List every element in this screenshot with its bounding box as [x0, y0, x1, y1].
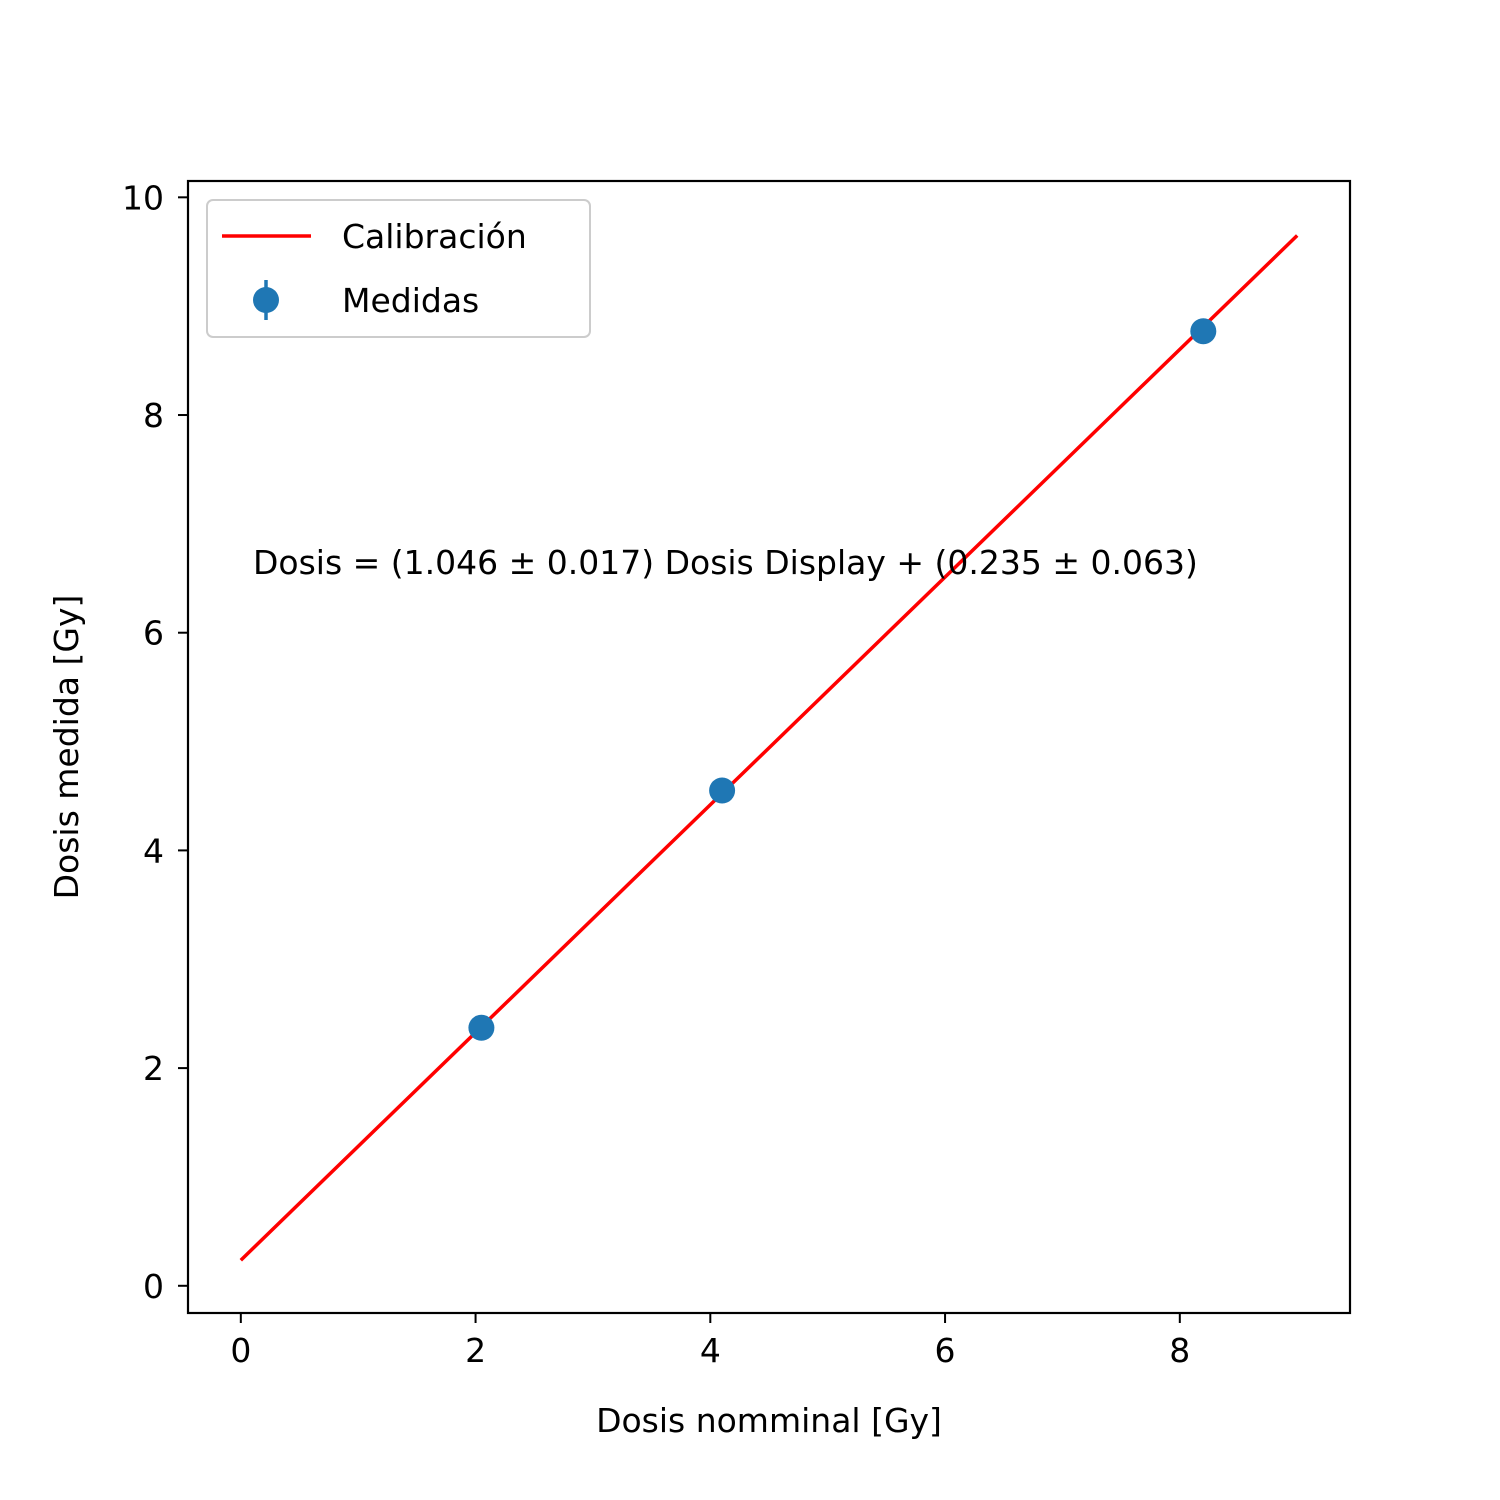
- y-tick-label: 10: [122, 178, 164, 217]
- medidas-point: [1190, 318, 1217, 345]
- legend: Calibración Medidas: [206, 199, 591, 338]
- y-tick-label: 2: [143, 1049, 164, 1088]
- x-axis-label: Dosis nomminal [Gy]: [596, 1401, 942, 1440]
- x-tick-label: 8: [1169, 1331, 1190, 1370]
- medidas-point: [468, 1014, 495, 1041]
- calibration-line: [239, 234, 1299, 1262]
- y-axis-label: Dosis medida [Gy]: [47, 595, 86, 900]
- x-tick-label: 2: [465, 1331, 486, 1370]
- x-tick-label: 4: [700, 1331, 721, 1370]
- y-tick-label: 4: [143, 831, 164, 870]
- axes-frame: [186, 179, 1352, 1315]
- x-tick-label: 6: [935, 1331, 956, 1370]
- legend-medidas-label: Medidas: [342, 281, 479, 320]
- fit-equation-annotation: Dosis = (1.046 ± 0.017) Dosis Display + …: [253, 543, 1198, 582]
- plot-area: [239, 234, 1299, 1262]
- legend-calibration-label: Calibración: [342, 217, 527, 256]
- y-tick-label: 0: [143, 1267, 164, 1306]
- y-tick-label: 8: [143, 396, 164, 435]
- x-axis-ticks: 0 2 4 6 8: [230, 1313, 1190, 1370]
- y-tick-label: 6: [143, 614, 164, 653]
- legend-medidas-marker: [253, 287, 279, 313]
- y-axis-ticks: 0 2 4 6 8 10: [122, 178, 188, 1306]
- medidas-point: [709, 777, 736, 804]
- x-tick-label: 0: [230, 1331, 251, 1370]
